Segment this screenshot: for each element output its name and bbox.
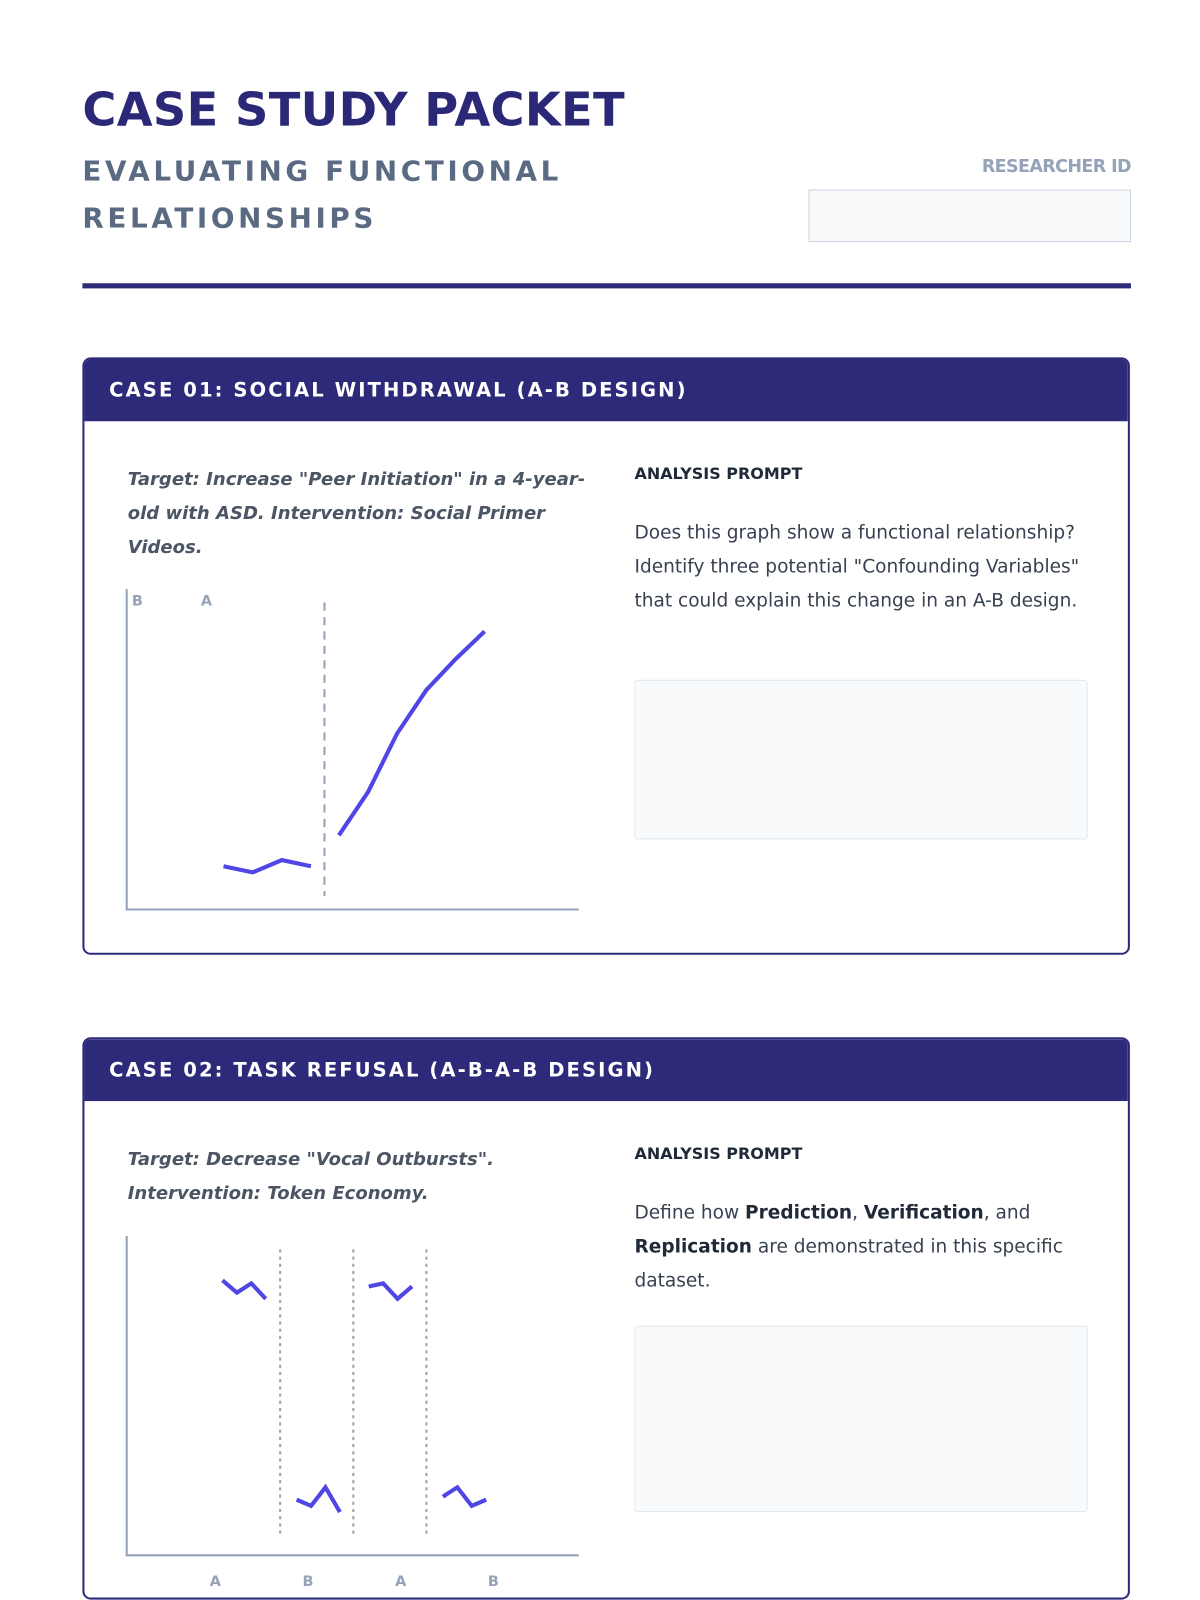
prompt-segment: , — [852, 1202, 864, 1224]
prompt-emphasis: Verification — [863, 1202, 984, 1224]
prompt-segment: are demonstrated in this specific datase… — [634, 1236, 1063, 1292]
prompt-emphasis: Replication — [634, 1236, 752, 1258]
prompt-text: Define how Prediction, Verification, and… — [634, 1196, 1098, 1298]
divider — [82, 283, 1131, 289]
case-card: CASE 01: SOCIAL WITHDRAWAL (A-B DESIGN) … — [82, 357, 1130, 955]
answer-box[interactable] — [634, 679, 1088, 840]
prompt-text: Does this graph show a functional relati… — [634, 516, 1098, 618]
prompt-label: ANALYSIS PROMPT — [634, 464, 803, 484]
case-target: Target: Increase "Peer Initiation" in a … — [127, 469, 586, 559]
prompt-segment: Define how — [634, 1202, 746, 1224]
case-card: CASE 02: TASK REFUSAL (A-B-A-B DESIGN) T… — [82, 1037, 1130, 1600]
subtitle: EVALUATING FUNCTIONAL RELATIONSHIPS — [82, 155, 562, 235]
case-title: CASE 01: SOCIAL WITHDRAWAL (A-B DESIGN) — [84, 359, 1128, 422]
case-title: CASE 02: TASK REFUSAL (A-B-A-B DESIGN) — [84, 1039, 1128, 1102]
title: CASE STUDY PACKET — [82, 82, 625, 137]
prompt-segment: , and — [983, 1202, 1031, 1224]
prompt-emphasis: Prediction — [745, 1202, 853, 1224]
case-target: Target: Decrease "Vocal Outbursts". Inte… — [127, 1149, 494, 1205]
researcher-label: RESEARCHER ID — [981, 156, 1132, 178]
prompt-segment: Does this graph show a functional relati… — [634, 522, 1080, 612]
prompt-label: ANALYSIS PROMPT — [634, 1144, 803, 1163]
researcher-input[interactable] — [808, 189, 1131, 243]
answer-box[interactable] — [634, 1325, 1088, 1513]
